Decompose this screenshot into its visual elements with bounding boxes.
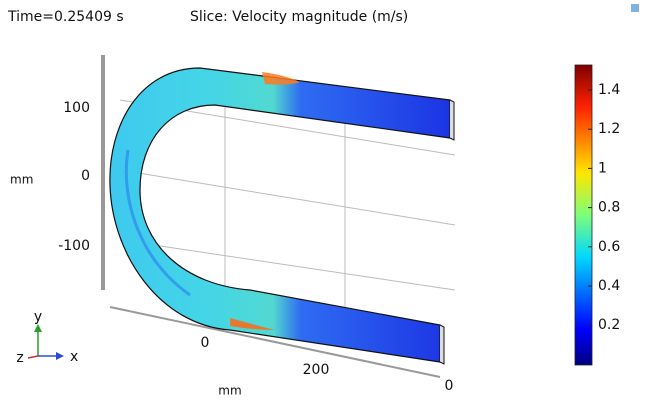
pipe-slice [109,67,451,363]
colorbar-tick-label: 0.4 [598,278,620,294]
colorbar [574,64,593,366]
x-tick-label: 0 [201,335,210,351]
toolbar-icon[interactable] [631,4,639,12]
colorbar-tick-label: 0.8 [598,200,620,216]
triad-z: z [16,350,23,366]
triad-y: y [34,309,42,325]
grid [119,85,456,320]
colorbar-tick-label: 0.2 [598,317,620,333]
pipe-end [439,324,445,365]
pipe-end [449,99,455,141]
y-tick-label: -100 [58,238,90,254]
y-axis-label: mm [10,173,33,187]
low-velocity-streak [124,149,191,297]
x-axis [109,306,441,378]
y-tick-label: 0 [81,168,90,184]
x-axis-label: mm [218,384,241,398]
triad-x: x [70,349,78,365]
y-tick-label: 100 [63,100,90,116]
time-label: Time=0.25409 s [7,9,124,25]
colorbar-tick-label: 1.2 [598,121,620,137]
z-tick-label: 0 [445,378,454,394]
colorbar-tick-label: 1 [598,160,607,176]
slice-label: Slice: Velocity magnitude (m/s) [190,9,408,25]
axis-triad: y x z [16,309,78,366]
colorbar-tick-label: 1.4 [598,82,620,98]
high-velocity-region [262,72,300,85]
x-tick-label: 200 [303,362,330,378]
colorbar-tick-label: 0.6 [598,239,620,255]
colorbar-ticks: 1.4 1.2 1 0.8 0.6 0.4 0.2 [588,82,620,333]
high-velocity-region [230,318,275,330]
